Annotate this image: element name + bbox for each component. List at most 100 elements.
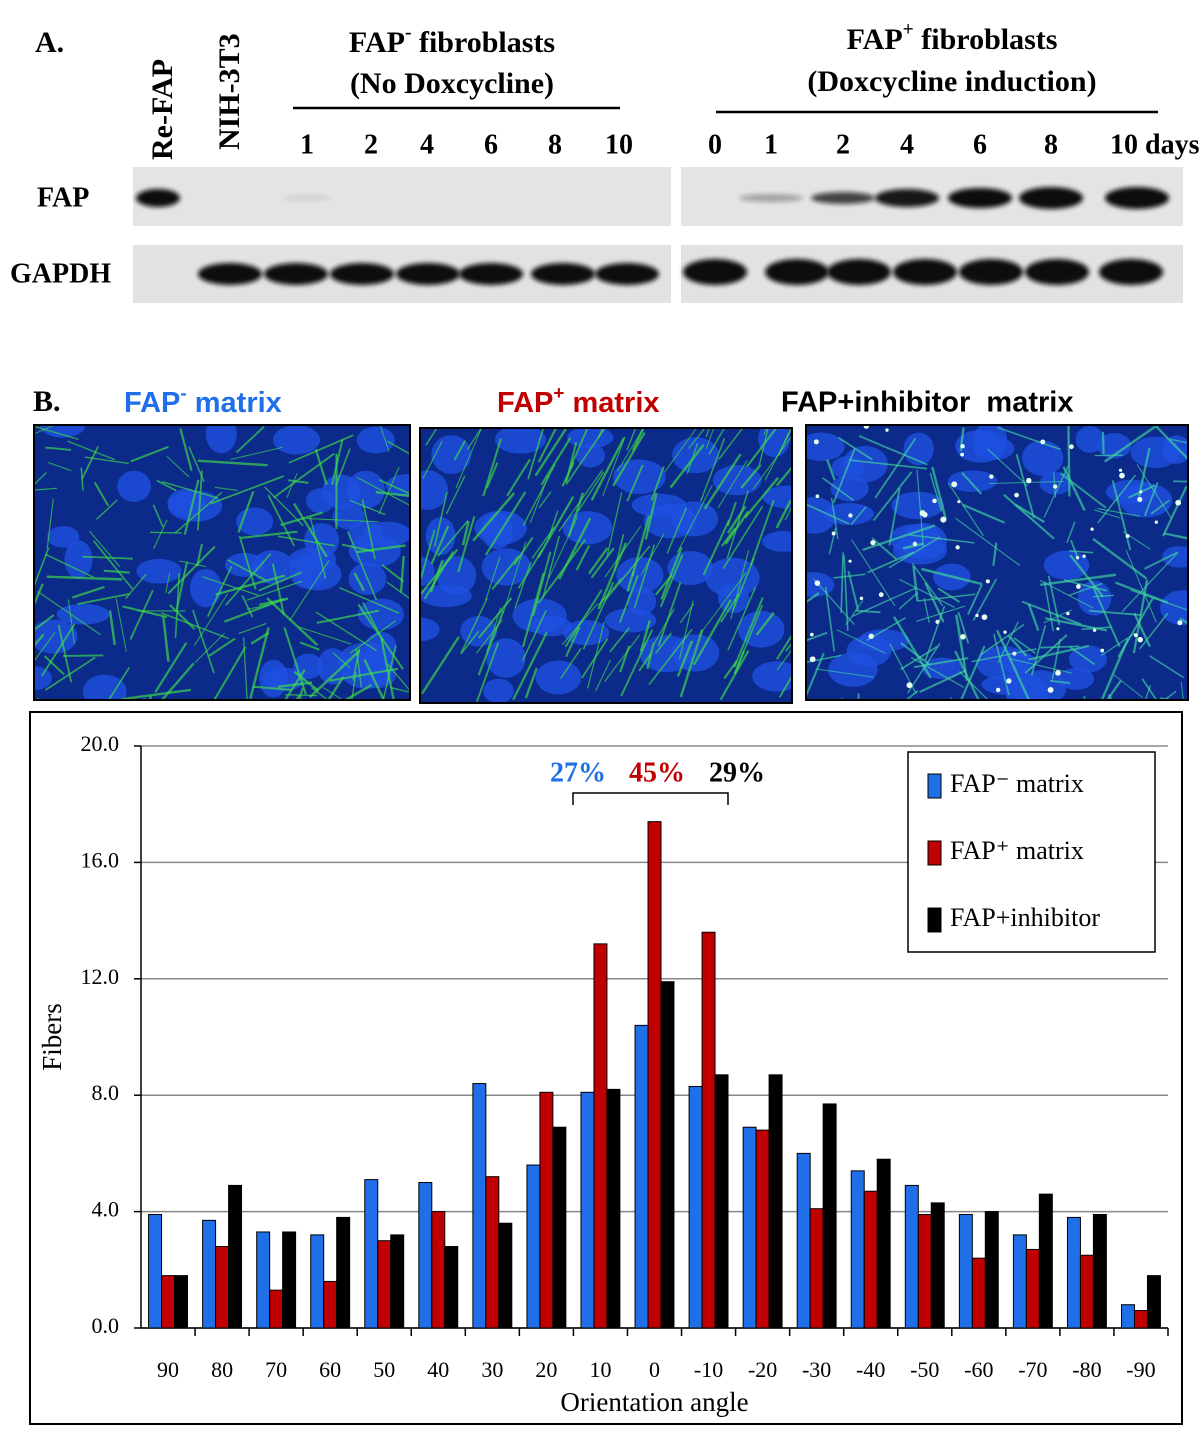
fiber: [858, 435, 928, 466]
fiber: [213, 646, 247, 700]
bar: [1066, 1216, 1081, 1329]
fiber: [1173, 480, 1188, 483]
x-tick-label: -60: [964, 1357, 993, 1382]
fiber: [475, 619, 503, 654]
fiber: [1059, 472, 1107, 509]
fiber: [314, 448, 328, 486]
fiber: [909, 534, 975, 544]
fiber: [188, 446, 205, 483]
micrograph: [420, 428, 792, 703]
nucleus: [304, 523, 340, 558]
bar: [971, 1257, 986, 1329]
speck: [955, 545, 960, 550]
fiber: [259, 597, 289, 607]
fiber: [521, 610, 547, 662]
nucleus: [575, 443, 606, 468]
fiber: [997, 621, 1019, 664]
fiber: [77, 592, 130, 606]
nucleus: [1162, 435, 1188, 464]
fiber: [565, 626, 581, 658]
bar: [418, 1182, 433, 1329]
fiber: [910, 656, 965, 688]
fiber: [1069, 554, 1105, 598]
fiber: [841, 697, 843, 700]
fiber: [169, 604, 196, 630]
legend-label: FAP+inhibitor: [950, 903, 1100, 932]
fiber: [837, 436, 873, 461]
fiber: [202, 576, 260, 597]
nucleus: [348, 520, 383, 549]
fiber: [57, 624, 73, 683]
speck: [975, 613, 979, 618]
fiber: [726, 505, 747, 534]
fiber: [653, 608, 675, 645]
x-tick-label: 30: [481, 1357, 503, 1382]
blot-band: [330, 263, 394, 285]
fiber: [71, 585, 105, 599]
fiber: [152, 504, 164, 528]
fiber: [361, 499, 376, 560]
fiber: [67, 599, 75, 644]
speck: [1177, 620, 1183, 626]
fiber: [676, 484, 713, 553]
fiber: [888, 536, 941, 569]
fiber: [1113, 674, 1144, 699]
fiber: [521, 572, 545, 648]
fiber: [840, 552, 844, 613]
fiber: [564, 589, 603, 648]
fiber: [669, 444, 705, 489]
speck: [870, 540, 876, 546]
fiber: [482, 438, 502, 497]
fiber: [862, 524, 936, 551]
fiber: [206, 566, 233, 617]
speck: [922, 511, 928, 518]
fiber: [183, 479, 200, 535]
fiber: [44, 656, 96, 691]
blot-band: [1019, 187, 1083, 209]
fiber: [534, 428, 568, 477]
x-tick-label: 80: [211, 1357, 233, 1382]
fiber: [830, 497, 839, 540]
fiber: [902, 542, 924, 550]
image-title-sup: -: [180, 382, 186, 403]
nucleus: [64, 540, 93, 579]
fiber: [1024, 634, 1068, 675]
fiber: [542, 535, 561, 599]
nucleus: [762, 531, 792, 552]
fiber: [900, 642, 931, 666]
fiber: [273, 452, 335, 499]
fiber: [569, 428, 589, 469]
fiber: [719, 650, 750, 701]
fiber: [631, 515, 651, 577]
speck: [1003, 630, 1007, 634]
image-title-end: matrix: [564, 387, 659, 419]
fiber: [723, 660, 738, 680]
x-tick-label: -20: [748, 1357, 777, 1382]
micrograph-frame: [33, 424, 411, 701]
x-tick-label: 60: [319, 1357, 341, 1382]
fiber: [34, 425, 54, 435]
nucleus: [47, 526, 80, 548]
bar: [1038, 1193, 1053, 1329]
fiber: [646, 642, 655, 669]
fiber: [529, 474, 550, 523]
y-tick-label: 4.0: [92, 1197, 120, 1222]
fiber: [609, 627, 630, 653]
lane-label: 1: [764, 129, 778, 160]
speck: [1012, 651, 1017, 656]
fiber: [847, 570, 859, 610]
fiber: [460, 630, 480, 655]
bar: [364, 1179, 379, 1329]
bar: [336, 1216, 351, 1329]
fiber: [267, 494, 295, 547]
fiber: [343, 683, 373, 700]
lane-label: 4: [420, 129, 434, 160]
lane-label: 1: [300, 129, 314, 160]
fiber: [283, 627, 307, 695]
speck: [1066, 611, 1070, 616]
fiber: [733, 596, 764, 668]
fiber: [246, 604, 269, 610]
fiber: [453, 440, 467, 461]
fiber: [156, 479, 177, 492]
group-title: FAP- fibroblasts: [349, 23, 555, 59]
